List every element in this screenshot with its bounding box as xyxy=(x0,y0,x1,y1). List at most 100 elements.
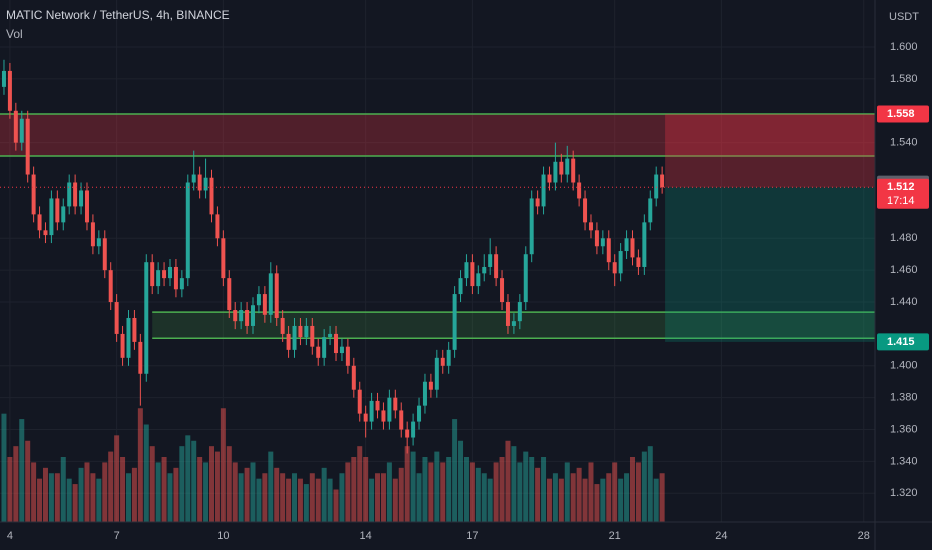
candle-body xyxy=(120,333,125,358)
volume-bar xyxy=(558,478,564,522)
volume-bar xyxy=(588,462,594,522)
stop-area xyxy=(665,113,875,188)
candle-body xyxy=(612,262,617,274)
volume-bar xyxy=(185,435,191,522)
candle-body xyxy=(173,266,178,290)
volume-bar xyxy=(446,457,452,522)
candle-body xyxy=(215,214,220,239)
y-tick-label: 1.340 xyxy=(890,455,918,467)
candle-body xyxy=(84,190,89,223)
volume-label: Vol xyxy=(6,27,23,41)
volume-bar xyxy=(327,478,333,522)
candle-body xyxy=(108,270,113,303)
candle-body xyxy=(642,222,647,267)
y-tick-label: 1.600 xyxy=(890,41,918,53)
candle-body xyxy=(446,349,451,366)
volume-bar xyxy=(155,462,161,522)
volume-bar xyxy=(570,473,576,522)
volume-bar xyxy=(244,467,250,522)
volume-bar xyxy=(167,473,173,522)
candle-body xyxy=(167,266,172,279)
candle-body xyxy=(428,381,433,390)
candle-body xyxy=(405,429,410,438)
x-tick-label: 10 xyxy=(217,530,229,542)
volume-bar xyxy=(209,446,215,522)
y-tick-label: 1.480 xyxy=(890,232,918,244)
candle-body xyxy=(55,198,60,223)
volume-bar xyxy=(564,462,570,522)
candle-body xyxy=(43,230,48,236)
candle-body xyxy=(49,198,54,236)
candle-body xyxy=(144,262,149,374)
price-label: 1.558 xyxy=(887,108,915,120)
candle-body xyxy=(286,333,291,350)
volume-bar xyxy=(339,473,345,522)
candle-body xyxy=(541,174,546,207)
volume-bar xyxy=(25,440,31,522)
candle-body xyxy=(636,257,641,267)
volume-bar xyxy=(179,446,185,522)
volume-bar xyxy=(84,462,90,522)
candle-body xyxy=(310,325,315,347)
x-tick-label: 21 xyxy=(609,530,621,542)
price-label-box xyxy=(877,105,929,123)
volume-bar xyxy=(392,478,398,522)
candle-body xyxy=(559,161,564,175)
volume-bar xyxy=(487,478,493,522)
volume-bar xyxy=(256,478,262,522)
candle-body xyxy=(102,238,107,271)
volume-bar xyxy=(369,478,375,522)
plot-area xyxy=(0,0,876,522)
candle-body xyxy=(67,182,72,207)
candle-body xyxy=(351,365,356,390)
volume-bar xyxy=(517,462,523,522)
volume-bar xyxy=(102,462,108,522)
candle-body xyxy=(156,270,161,287)
volume-bar xyxy=(315,478,321,522)
candle-body xyxy=(179,278,184,290)
candle-body xyxy=(399,410,404,430)
volume-bar xyxy=(303,484,309,522)
volume-bar xyxy=(452,419,458,522)
volume-bar xyxy=(351,457,357,522)
volume-bar xyxy=(226,446,232,522)
candle-body xyxy=(594,230,599,247)
volume-bar xyxy=(268,451,274,522)
candle-body xyxy=(25,118,30,175)
volume-bar xyxy=(297,478,303,522)
volume-bar xyxy=(1,413,7,522)
volume-bar xyxy=(416,473,422,522)
candle-body xyxy=(434,357,439,390)
volume-bar xyxy=(647,446,653,522)
volume-bar xyxy=(475,467,481,522)
x-tick-label: 14 xyxy=(360,530,372,542)
candle-body xyxy=(1,70,6,87)
volume-bar xyxy=(576,467,582,522)
volume-bar xyxy=(481,473,487,522)
volume-bar xyxy=(505,440,511,522)
volume-bar xyxy=(7,457,13,522)
volume-bar xyxy=(274,467,280,522)
candle-body xyxy=(547,174,552,183)
candle-body xyxy=(660,174,665,188)
candle-body xyxy=(387,397,392,422)
volume-bar xyxy=(398,467,404,522)
zone xyxy=(0,113,875,157)
price-label: 1.512 xyxy=(887,181,915,193)
candle-body xyxy=(334,333,339,354)
y-tick-label: 1.460 xyxy=(890,264,918,276)
candle-body xyxy=(488,254,493,267)
volume-bar xyxy=(232,462,238,522)
candle-body xyxy=(185,182,190,279)
volume-bar xyxy=(143,424,149,522)
volume-bar xyxy=(523,451,529,522)
volume-bar xyxy=(31,462,37,522)
volume-bar xyxy=(375,473,381,522)
volume-bar xyxy=(612,462,618,522)
candle-body xyxy=(138,341,143,374)
candle-body xyxy=(162,270,167,279)
candle-body xyxy=(577,182,582,199)
volume-bar xyxy=(292,473,298,522)
candle-body xyxy=(535,198,540,207)
volume-bar xyxy=(629,457,635,522)
